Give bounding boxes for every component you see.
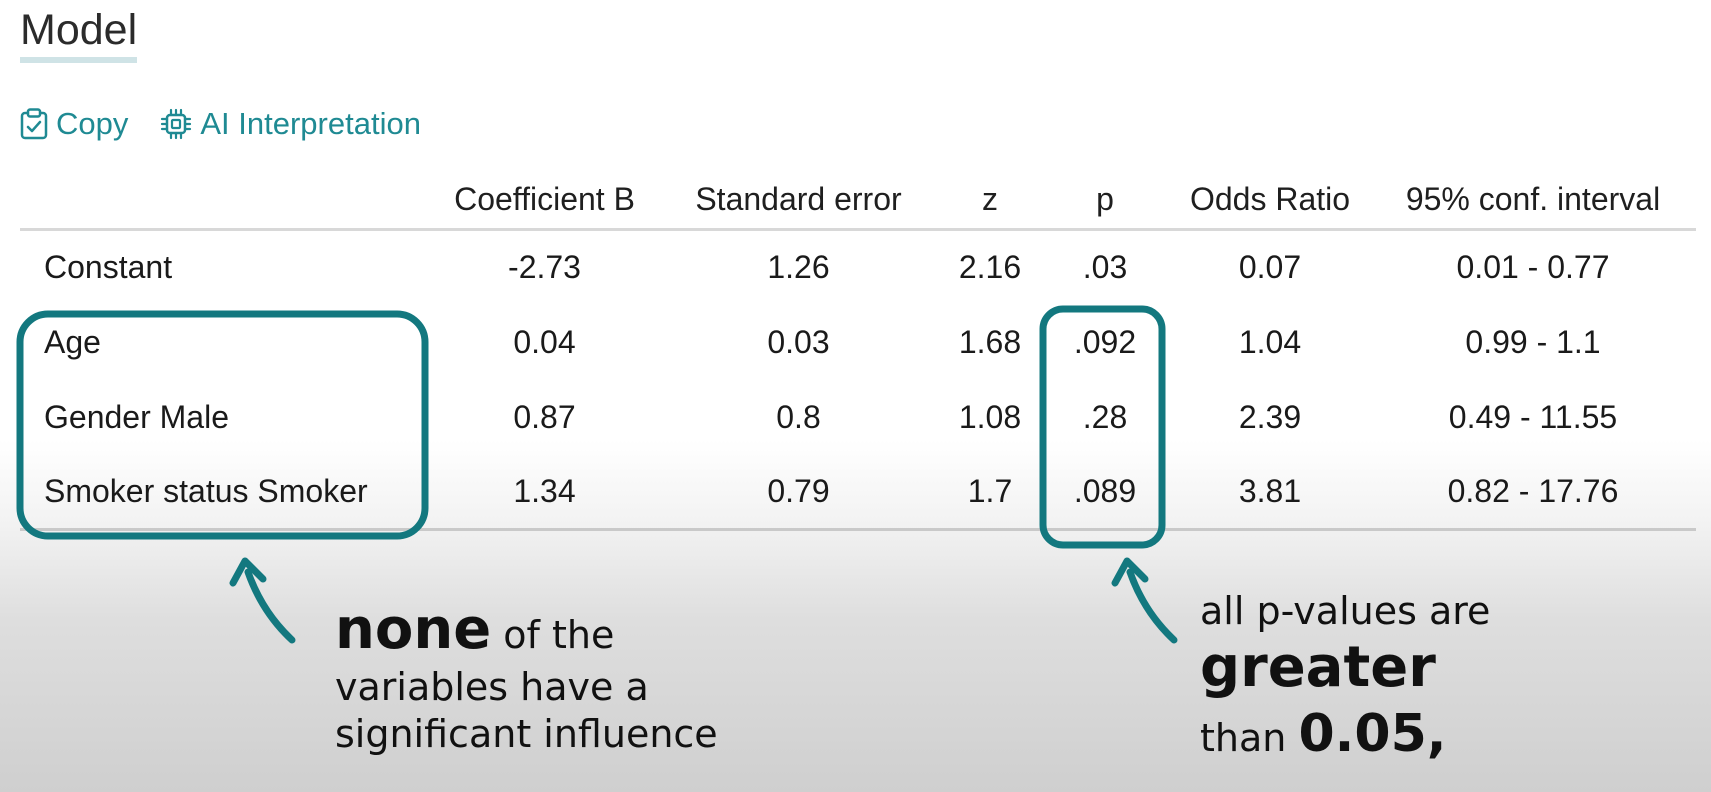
annotation-text: variables have a xyxy=(335,665,649,710)
table-cell: 1.7 xyxy=(967,472,1013,509)
row-label: Age xyxy=(44,323,101,360)
table-cell: 0.04 xyxy=(513,323,576,360)
table-cell: .28 xyxy=(1082,398,1128,435)
table-cell: 0.79 xyxy=(767,472,830,509)
right-annotation: all p-values are greater than 0.05, xyxy=(1200,588,1490,766)
annotation-value: 0.05 xyxy=(1298,703,1427,764)
copy-button[interactable]: Copy xyxy=(20,106,128,142)
curved-arrow-icon xyxy=(229,557,296,644)
annotation-bold: greater xyxy=(1200,635,1436,701)
table-cell: 0.8 xyxy=(776,398,821,435)
table-cell: 1.26 xyxy=(767,249,830,286)
copy-label: Copy xyxy=(56,106,129,141)
annotation-text: than xyxy=(1200,715,1287,760)
table-cell: 0.07 xyxy=(1238,249,1302,286)
column-header: Coefficient B xyxy=(454,180,635,217)
table-cell: .089 xyxy=(1073,472,1137,509)
clipboard-check-icon xyxy=(20,108,48,140)
left-annotation: none of the variables have a significant… xyxy=(335,596,718,757)
model-table: Coefficient B Standard error z p Odds Ra… xyxy=(20,170,1696,531)
table-row: Constant -2.73 1.26 2.16 .03 0.07 0.01 -… xyxy=(20,230,1696,305)
annotation-bold: none xyxy=(335,597,492,662)
table-header-row: Coefficient B Standard error z p Odds Ra… xyxy=(20,170,1696,230)
table-row: Age 0.04 0.03 1.68 .092 1.04 0.99 - 1.1 xyxy=(20,305,1696,380)
column-header xyxy=(20,170,432,230)
row-label: Gender Male xyxy=(44,398,229,435)
toolbar: Copy AI Interpretation xyxy=(20,106,421,142)
table-cell: 0.82 - 17.76 xyxy=(1447,472,1619,509)
annotation-text: all p-values are xyxy=(1200,589,1491,633)
table-cell: 1.04 xyxy=(1238,323,1302,360)
annotation-text: significant influence xyxy=(335,711,718,756)
column-header: Standard error xyxy=(695,180,902,217)
table-cell: 0.87 xyxy=(513,398,576,435)
table-cell: 0.01 - 0.77 xyxy=(1456,249,1610,286)
column-header: Odds Ratio xyxy=(1189,180,1351,217)
ai-interpretation-button[interactable]: AI Interpretation xyxy=(160,106,421,142)
ai-interpretation-label: AI Interpretation xyxy=(200,106,421,141)
row-label: Smoker status Smoker xyxy=(44,472,368,509)
table-cell: 1.34 xyxy=(513,472,576,509)
table-cell: 2.16 xyxy=(958,249,1022,286)
table-cell: 2.39 xyxy=(1238,398,1302,435)
table-cell: 3.81 xyxy=(1238,472,1302,509)
table-cell: 1.68 xyxy=(958,323,1022,360)
table-cell: .03 xyxy=(1082,249,1128,286)
table-row: Gender Male 0.87 0.8 1.08 .28 2.39 0.49 … xyxy=(20,380,1696,455)
column-header: p xyxy=(1096,180,1114,217)
annotation-text: of the xyxy=(503,613,615,657)
chip-icon xyxy=(160,108,192,140)
annotation-comma: , xyxy=(1426,703,1447,764)
table-cell: 0.49 - 11.55 xyxy=(1448,398,1618,435)
table-row: Smoker status Smoker 1.34 0.79 1.7 .089 … xyxy=(20,455,1696,530)
column-header: z xyxy=(982,180,998,217)
table-cell: -2.73 xyxy=(508,249,581,286)
table-cell: 0.99 - 1.1 xyxy=(1465,323,1601,360)
table-cell: .092 xyxy=(1073,323,1137,360)
row-label: Constant xyxy=(44,249,173,286)
column-header: 95% conf. interval xyxy=(1405,180,1661,217)
table-cell: 1.08 xyxy=(958,398,1022,435)
page-title: Model xyxy=(20,6,138,63)
table-cell: 0.03 xyxy=(767,323,830,360)
curved-arrow-icon xyxy=(1111,557,1178,644)
